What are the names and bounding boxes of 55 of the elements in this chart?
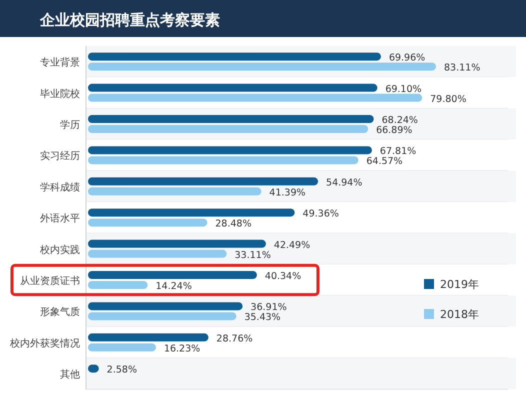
data-label: 40.34%: [264, 271, 302, 282]
bar: [88, 125, 368, 133]
data-label: 66.89%: [376, 125, 412, 136]
bar: [88, 94, 422, 102]
bar: [88, 218, 208, 227]
data-label: 68.24%: [382, 115, 418, 126]
bar: [88, 302, 243, 310]
data-label: 2.58%: [106, 364, 137, 376]
data-label: 69.96%: [388, 52, 426, 64]
bar: [88, 52, 381, 61]
bar: [88, 250, 227, 258]
y-tick-label: 其他: [60, 368, 80, 381]
data-label: 79.80%: [430, 94, 466, 105]
data-label: 33.11%: [234, 250, 271, 261]
y-tick-label: 学历: [60, 119, 80, 131]
bar: [88, 146, 372, 154]
y-tick-label: 学科成绩: [40, 181, 80, 194]
data-label: 42.49%: [274, 240, 310, 251]
y-tick-label: 形象气质: [40, 306, 80, 318]
y-tick-label: 校内外获奖情况: [9, 337, 80, 350]
data-label: 54.94%: [326, 177, 362, 188]
bar: [88, 333, 208, 342]
y-tick-label: 毕业院校: [40, 88, 80, 100]
data-label: 83.11%: [444, 62, 480, 74]
bar: [88, 84, 378, 92]
bar: [88, 187, 262, 196]
bar: [88, 271, 257, 279]
data-label: 67.81%: [380, 146, 416, 158]
y-tick-label: 校内实践: [39, 244, 80, 256]
bar: [88, 177, 318, 186]
bar: [88, 312, 236, 320]
bar: [88, 208, 295, 217]
data-label: 14.24%: [156, 281, 192, 292]
data-label: 41.39%: [269, 187, 306, 198]
bar: [88, 115, 374, 123]
data-label: 28.76%: [216, 333, 253, 344]
legend-label: 2018年: [440, 308, 479, 321]
data-label: 64.57%: [366, 156, 403, 168]
data-label: 16.23%: [164, 343, 200, 354]
y-tick-label: 从业资质证书: [20, 275, 80, 287]
y-tick-label: 实习经历: [40, 150, 80, 162]
bar: [88, 343, 156, 352]
title: 企业校园招聘重点考察要素: [40, 11, 220, 29]
legend-label: 2019年: [440, 278, 479, 291]
data-label: 28.48%: [215, 218, 252, 230]
bar: [88, 240, 266, 248]
bar: [88, 62, 436, 71]
y-tick-label: 外语水平: [40, 212, 80, 225]
data-label: 35.43%: [244, 312, 281, 324]
data-label: 69.10%: [385, 84, 422, 95]
bar: [88, 281, 148, 289]
data-label: 36.91%: [250, 302, 287, 314]
bar: [88, 156, 358, 164]
data-label: 49.36%: [302, 208, 339, 220]
y-tick-label: 专业背景: [40, 56, 80, 69]
